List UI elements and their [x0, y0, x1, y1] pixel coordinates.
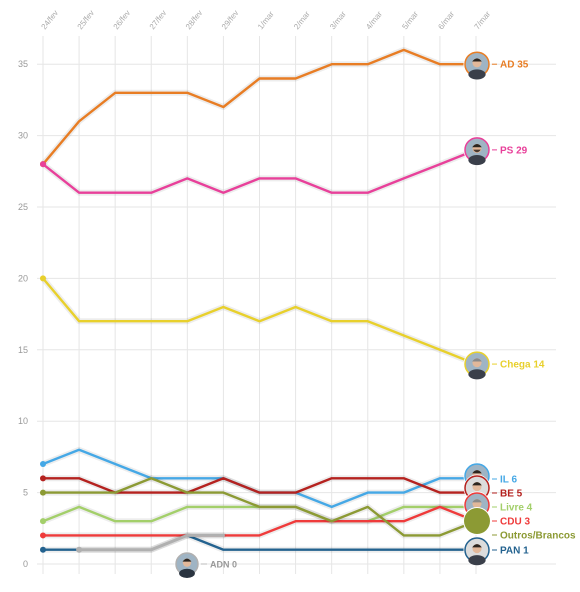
y-tick-label: 0 [23, 559, 28, 569]
series-start-point [40, 546, 46, 553]
series-start-point [76, 546, 83, 553]
x-tick-label: 7/mar [472, 9, 492, 31]
label-outros-brancos: Outros/Brancos [500, 531, 576, 542]
label-cdu: CDU 3 [500, 517, 530, 528]
x-tick-label: 5/mar [400, 9, 420, 31]
series-line-chega [41, 277, 478, 366]
x-tick-label: 2/mar [292, 9, 312, 31]
series-line-ad [41, 48, 478, 166]
series-start-point [40, 518, 46, 525]
series-chega [40, 275, 479, 368]
series-ps [40, 146, 479, 196]
x-tick-label: 6/mar [436, 9, 456, 31]
series-start-point [40, 489, 46, 496]
avatar-portrait-woman-dark-hair [463, 536, 491, 566]
avatar-portrait-man-beard [463, 136, 491, 166]
series-start-point [40, 161, 46, 168]
avatar-olive-disc [463, 507, 491, 535]
series-line-cdu [41, 505, 478, 537]
y-tick-label: 25 [18, 202, 28, 212]
x-axis-ticks: 24/fev 25/fev 26/fev 27/fev 28/fev 29/fev 1/ma… [39, 9, 492, 32]
y-axis-ticks: 0 5 10 15 20 25 30 35 [18, 59, 28, 569]
x-tick-label: 28/fev [184, 9, 205, 32]
series-line-adn [77, 533, 225, 552]
series-lines [40, 46, 479, 553]
label-pan: PAN 1 [500, 546, 529, 557]
series-line-ps [41, 148, 478, 194]
label-ad: AD 35 [500, 60, 529, 71]
y-tick-label: 5 [23, 488, 28, 498]
avatar-portrait-man-grey-hair [463, 350, 491, 380]
end-labels: AD 35 PS 29 Chega 14 IL 6 BE 5 Livre 4 CDU 3 Ou… [174, 50, 576, 578]
x-tick-label: 24/fev [39, 9, 60, 32]
label-livre: Livre 4 [500, 503, 533, 514]
series-ad [40, 46, 479, 168]
y-tick-label: 15 [18, 345, 28, 355]
series-cdu [40, 503, 479, 539]
label-be: BE 5 [500, 489, 523, 500]
series-start-point [40, 532, 46, 539]
series-adn [76, 532, 227, 553]
y-tick-label: 35 [18, 59, 28, 69]
x-tick-label: 25/fev [76, 9, 97, 32]
label-chega: Chega 14 [500, 360, 545, 371]
series-line-outros-brancos [41, 477, 478, 537]
grid [37, 36, 556, 574]
x-tick-label: 3/mar [328, 9, 348, 31]
y-tick-label: 20 [18, 273, 28, 283]
label-il: IL 6 [500, 475, 517, 486]
x-tick-label: 4/mar [364, 9, 384, 31]
series-start-point [40, 475, 46, 482]
label-adn: ADN 0 [210, 560, 237, 570]
y-tick-label: 30 [18, 131, 28, 141]
series-start-point [40, 461, 46, 468]
x-tick-label: 26/fev [112, 9, 133, 32]
x-tick-label: 1/mar [256, 9, 276, 31]
avatar-portrait-man-suit [174, 551, 200, 578]
y-tick-label: 10 [18, 416, 28, 426]
label-ps: PS 29 [500, 145, 528, 156]
x-tick-label: 27/fev [148, 9, 169, 32]
series-outros-brancos [40, 475, 479, 539]
x-tick-label: 29/fev [220, 9, 241, 32]
series-start-point [40, 275, 46, 282]
avatar-portrait-man-dark-hair [463, 50, 491, 80]
